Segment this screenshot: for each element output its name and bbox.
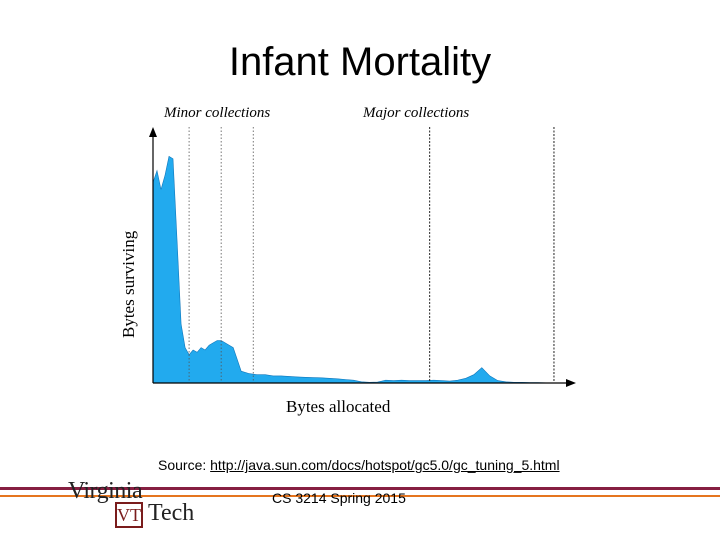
x-axis-arrow [566, 379, 576, 387]
y-axis-label: Bytes surviving [119, 230, 138, 338]
source-link[interactable]: http://java.sun.com/docs/hotspot/gc5.0/g… [210, 457, 560, 473]
y-axis-arrow [149, 127, 157, 137]
logo-mark: VT [115, 502, 143, 528]
logo-bottom-text: Tech [148, 500, 195, 526]
source-prefix: Source: [158, 457, 211, 473]
orange-stripe [0, 495, 720, 497]
maroon-stripe [0, 487, 720, 490]
survival-area [152, 155, 555, 384]
major-collections-label: Major collections [362, 105, 469, 121]
footer-course: CS 3214 Spring 2015 [272, 490, 406, 506]
minor-collections-label: Minor collections [163, 105, 270, 121]
source-line: Source: http://java.sun.com/docs/hotspot… [158, 457, 560, 473]
slide-title: Infant Mortality [228, 40, 492, 84]
infant-mortality-chart: Minor collections Major collections Byte… [119, 105, 576, 416]
logo-top-text: Virginia [68, 478, 143, 504]
virginia-tech-logo: Virginia VT Tech [68, 478, 198, 540]
x-axis-label: Bytes allocated [286, 397, 391, 416]
